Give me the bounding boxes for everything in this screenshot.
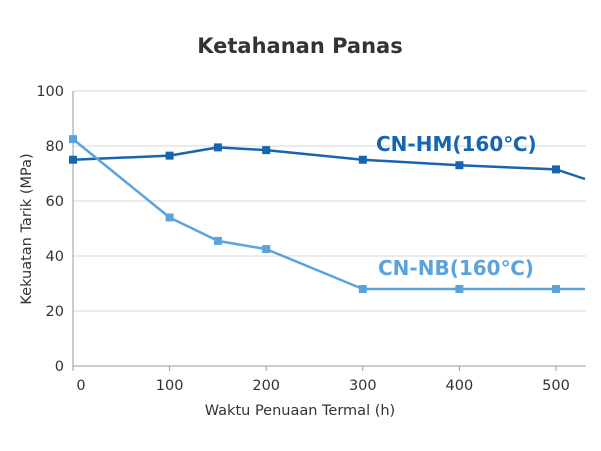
series-group [69,135,586,293]
y-tick-label: 0 [55,359,64,375]
data-point [455,285,464,293]
x-tick-label: 300 [349,378,377,394]
x-tick-label: 0 [76,378,85,394]
gridlines [72,90,586,367]
data-point [552,165,560,174]
series-line-1 [72,138,585,291]
series-line-0 [72,146,586,181]
x-axis-label: Waktu Penuaan Termal (h) [205,403,395,419]
x-tick-label: 500 [542,378,570,394]
y-tick-label: 80 [46,139,64,155]
data-point [213,143,222,152]
data-point [455,161,464,170]
data-point [358,155,367,164]
data-point [69,135,77,144]
x-axis-ticks: 0 100 200 300 400 500 [72,366,570,394]
data-point [213,236,222,245]
y-tick-label: 40 [46,249,64,265]
y-tick-label: 60 [46,194,64,210]
y-axis-label: Kekuatan Tarik (MPa) [19,153,35,304]
series-label-cn-hm: CN-HM(160℃) [376,132,537,156]
x-tick-label: 400 [446,378,474,394]
data-point [69,155,77,164]
data-point [165,151,174,160]
series-label-cn-nb: CN-NB(160℃) [378,256,534,280]
y-tick-label: 100 [36,84,64,100]
data-point [165,213,174,222]
y-axis-ticks: 0 20 40 60 80 100 [36,84,64,375]
x-tick-label: 100 [156,378,184,394]
data-point [358,285,367,293]
data-point [552,285,560,293]
data-point [262,146,271,155]
chart-title: Ketahanan Panas [197,34,402,58]
y-tick-label: 20 [46,304,64,320]
data-point [262,245,271,254]
x-tick-label: 200 [252,378,280,394]
